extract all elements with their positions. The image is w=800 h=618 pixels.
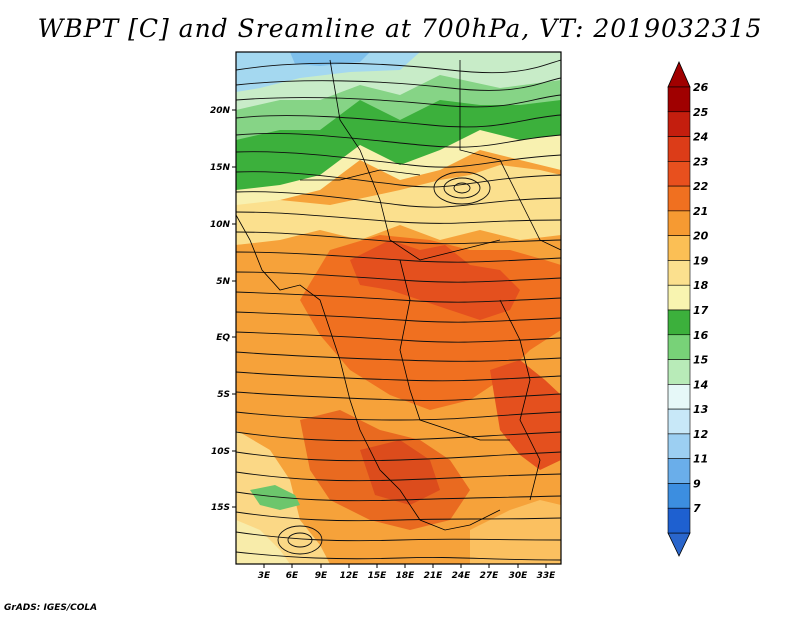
lon-tick-labels: 3E 6E 9E 12E 15E 18E 21E 24E 27E 30E 33E: [258, 571, 556, 581]
colorbar-level-label: 16: [693, 329, 709, 342]
map-frame: [235, 51, 562, 565]
colorbar-level-label: 14: [693, 378, 708, 391]
colorbar-level-label: 19: [693, 254, 709, 267]
colorbar-swatch: [667, 210, 691, 236]
colorbar-min-arrow: [667, 532, 691, 557]
lat-tick-labels: 20N 15N 10N 5N EQ 5S 10S 15S: [210, 106, 231, 513]
colorbar-level-label: 7: [693, 502, 701, 515]
colorbar-swatch: [667, 111, 691, 137]
colorbar-swatch: [667, 161, 691, 187]
colorbar-swatch: [667, 136, 691, 162]
colorbar-swatch: [667, 433, 691, 459]
lon-tick-label: 33E: [537, 571, 557, 581]
colorbar-level-label: 12: [693, 428, 709, 441]
lat-tick-label: 5S: [217, 390, 230, 400]
colorbar-swatch: [667, 408, 691, 435]
lat-tick-label: 5N: [216, 277, 230, 287]
colorbar-level-label: 15: [693, 354, 709, 367]
lon-tick-label: 15E: [368, 571, 388, 581]
colorbar-swatch: [667, 185, 691, 212]
colorbar-swatch: [667, 507, 691, 534]
colorbar-swatch: [667, 359, 691, 385]
lat-tick-label: 20N: [210, 106, 231, 116]
lon-tick-label: 21E: [424, 571, 444, 581]
lon-tick-label: 30E: [509, 571, 529, 581]
colorbar-level-label: 20: [693, 230, 709, 243]
lon-tick-label: 9E: [315, 571, 328, 581]
colorbar-level-label: 13: [693, 403, 709, 416]
lon-tick-label: 3E: [258, 571, 271, 581]
colorbar-level-label: 23: [693, 155, 709, 168]
colorbar-swatch: [667, 260, 691, 286]
lon-tick-label: 18E: [396, 571, 416, 581]
lat-tick-label: EQ: [216, 333, 230, 343]
lon-tick-label: 12E: [340, 571, 360, 581]
colorbar-swatch: [667, 483, 691, 509]
lon-tick-label: 27E: [480, 571, 500, 581]
lon-tick-label: 24E: [452, 571, 472, 581]
colorbar-level-label: 18: [693, 279, 709, 292]
lat-tick-label: 15N: [210, 163, 231, 173]
colorbar-max-arrow: [667, 61, 691, 88]
colorbar-level-label: 26: [693, 81, 709, 94]
wbpt-field: [236, 52, 561, 564]
colorbar-swatch: [667, 309, 691, 336]
colorbar-swatch: [667, 235, 691, 261]
lon-tick-label: 6E: [286, 571, 299, 581]
colorbar-swatch: [667, 86, 691, 113]
streamlines: [236, 59, 561, 561]
colorbar-swatch: [667, 384, 691, 410]
plot-title: WBPT [C] and Sreamline at 700hPa, VT: 20…: [37, 14, 763, 43]
colorbar-swatch: [667, 458, 691, 484]
colorbar-level-label: 17: [693, 304, 709, 317]
colorbar-swatch: [667, 284, 691, 311]
country-borders: [236, 59, 561, 531]
colorbar-level-label: 24: [693, 131, 708, 144]
credit-text: GrADS: IGES/COLA: [4, 603, 98, 613]
lat-tick-label: 10N: [210, 220, 231, 230]
colorbar-level-label: 25: [693, 106, 709, 119]
lat-tick-label: 15S: [211, 503, 230, 513]
colorbar-swatch: [667, 334, 691, 360]
colorbar-level-label: 11: [693, 453, 708, 466]
colorbar-level-label: 22: [693, 180, 709, 193]
colorbar-level-label: 9: [693, 477, 701, 490]
lat-tick-label: 10S: [211, 447, 230, 457]
colorbar-level-label: 21: [693, 205, 708, 218]
colorbar: 26 25 24 23 22 21 20 19 18 17 16 15 14 13 12 11 9 7: [667, 61, 709, 557]
